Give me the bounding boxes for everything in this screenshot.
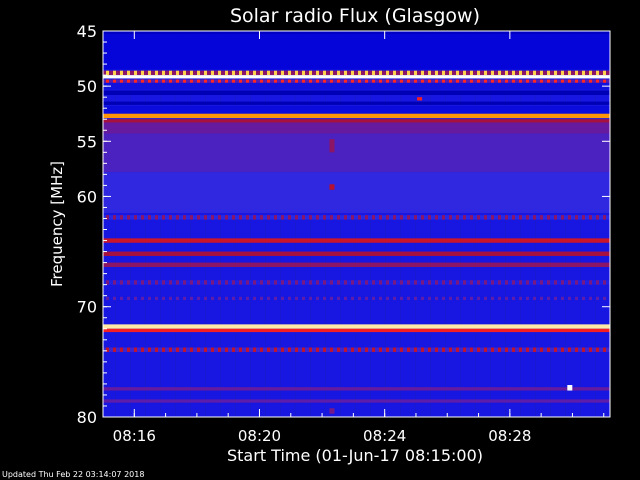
spectrogram-plot-area — [103, 31, 610, 417]
y-axis-label: Frequency [MHz] — [48, 161, 66, 287]
frequency-band — [103, 113, 610, 119]
signal-hotspot — [329, 184, 335, 190]
plot-frame — [102, 30, 611, 418]
frequency-band — [103, 31, 610, 35]
chart-title: Solar radio Flux (Glasgow) — [230, 5, 480, 27]
frequency-band — [103, 75, 610, 79]
signal-hotspot — [567, 385, 573, 391]
frequency-band — [103, 122, 610, 134]
x-tick-label: 08:24 — [363, 427, 406, 445]
x-tick-label: 08:28 — [488, 427, 531, 445]
frequency-band — [103, 262, 610, 268]
y-tick-label: 45 — [77, 22, 97, 41]
frequency-band — [103, 70, 610, 76]
frequency-band — [103, 172, 610, 213]
frequency-band — [103, 251, 610, 256]
y-tick-label: 70 — [77, 298, 97, 317]
frequency-band — [103, 133, 610, 173]
y-tick-label: 80 — [77, 408, 97, 427]
y-tick-label: 55 — [77, 132, 97, 151]
frequency-band — [103, 119, 610, 123]
frequency-band — [103, 238, 610, 243]
frequency-band — [103, 347, 610, 352]
signal-hotspot — [417, 97, 423, 101]
updated-timestamp: Updated Thu Feb 22 03:14:07 2018 — [2, 470, 145, 479]
frequency-band — [103, 324, 610, 329]
frequency-band — [103, 90, 610, 95]
y-tick-label: 50 — [77, 77, 97, 96]
frequency-band — [103, 387, 610, 391]
frequency-band — [103, 82, 610, 90]
frequency-band — [103, 328, 610, 333]
signal-hotspot — [329, 139, 335, 153]
frequency-band — [103, 215, 610, 220]
signal-hotspot — [329, 408, 335, 414]
frequency-band — [103, 296, 610, 301]
frequency-band — [103, 105, 610, 114]
frequency-band — [103, 101, 610, 105]
frequency-band — [103, 34, 610, 70]
frequency-band — [103, 79, 610, 83]
y-tick-label: 60 — [77, 187, 97, 206]
spectrogram-background — [103, 31, 610, 417]
chart-axes: 08:16 08:20 08:24 08:28 45 50 55 60 70 80 — [77, 22, 611, 445]
x-tick-label: 08:20 — [238, 427, 281, 445]
x-axis-label: Start Time (01-Jun-17 08:15:00) — [227, 446, 483, 465]
frequency-band — [103, 280, 610, 285]
x-tick-label: 08:16 — [113, 427, 156, 445]
frequency-band — [103, 399, 610, 403]
